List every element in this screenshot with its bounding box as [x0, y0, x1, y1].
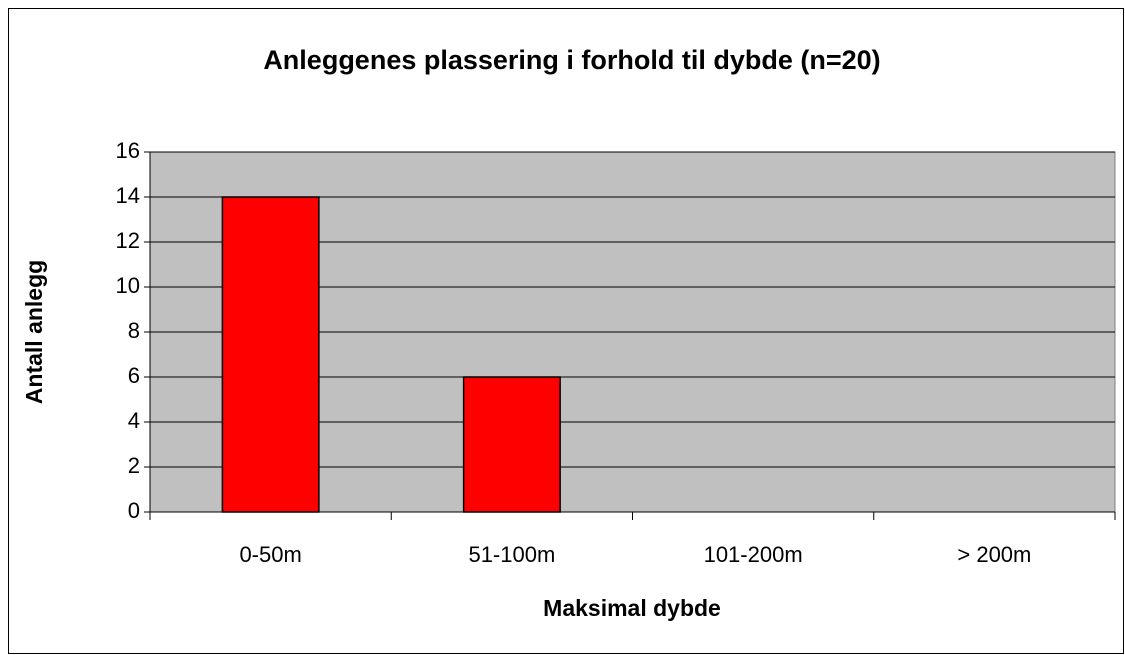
- bar: [221, 196, 320, 513]
- y-axis-label: Antall anlegg: [21, 260, 47, 404]
- y-tick-label: 14: [116, 183, 140, 208]
- y-tick-label: 0: [128, 498, 140, 523]
- chart-title: Anleggenes plassering i forhold til dybd…: [263, 45, 880, 75]
- bar: [462, 376, 561, 513]
- y-tick-label: 8: [128, 318, 140, 343]
- y-tick-label: 12: [116, 228, 140, 253]
- x-tick-label: 0-50m: [239, 542, 301, 567]
- y-tick-label: 4: [128, 408, 140, 433]
- x-tick-label: 51-100m: [468, 542, 555, 567]
- y-tick-label: 2: [128, 453, 140, 478]
- x-axis-label: Maksimal dybde: [543, 595, 721, 621]
- y-tick-label: 16: [116, 138, 140, 163]
- y-tick-label: 10: [116, 273, 140, 298]
- x-tick-label: 101-200m: [704, 542, 803, 567]
- x-tick-label: > 200m: [957, 542, 1031, 567]
- y-tick-label: 6: [128, 363, 140, 388]
